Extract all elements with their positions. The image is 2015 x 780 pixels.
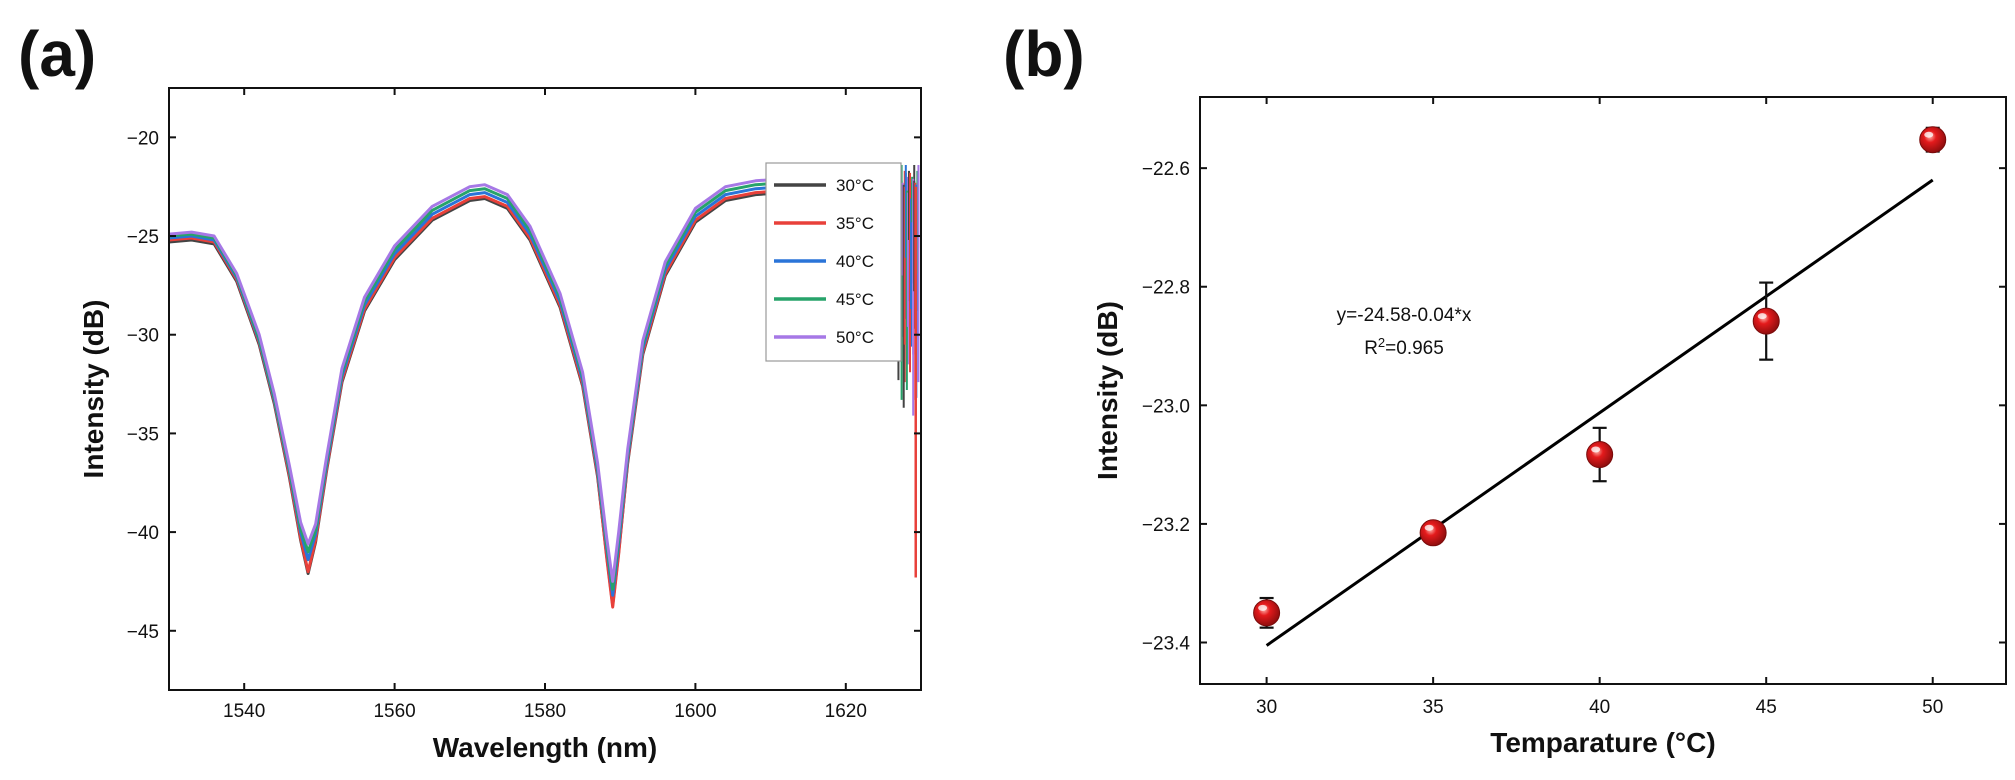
b-ytick-label: −23.4 <box>1142 633 1191 654</box>
data-point-40 <box>1586 426 1614 483</box>
chart-b-equation: y=-24.58-0.04*x <box>1337 305 1472 326</box>
marker-highlight <box>1924 131 1934 138</box>
a-ytick-label: −35 <box>127 424 159 445</box>
data-point-30 <box>1253 596 1281 629</box>
a-xtick-label: 1560 <box>373 701 415 722</box>
marker-highlight <box>1757 313 1767 320</box>
chart-a-ylabel: Intensity (dB) <box>78 300 109 479</box>
chart-a: 1540 1560 1580 1600 1620 −20 −25 −30 −35 −40 −45 W… <box>78 87 922 763</box>
marker <box>1752 307 1780 335</box>
fit-line <box>1265 178 1934 647</box>
series-line-2 <box>169 187 809 609</box>
a-ytick-label: −20 <box>127 128 159 149</box>
chart-b-xlabel: Temparature (°C) <box>1490 727 1715 758</box>
chart-b-frame <box>1199 96 2007 685</box>
b-xtick-label: 30 <box>1256 697 1277 718</box>
r2-prefix: R <box>1364 338 1378 359</box>
a-xtick-label: 1600 <box>674 701 716 722</box>
series-line-4 <box>169 179 809 591</box>
chart-b-ylabel: Intensity (dB) <box>1092 301 1123 480</box>
b-xtick-label: 40 <box>1589 697 1610 718</box>
r2-sup: 2 <box>1378 335 1385 350</box>
panel-a-label: (a) <box>18 18 96 90</box>
series-line-5 <box>169 175 809 583</box>
chart-a-ticks: 1540 1560 1580 1600 1620 −20 −25 −30 −35 −40 −45 <box>127 88 921 722</box>
a-ytick-label: −25 <box>127 227 159 248</box>
data-point-50 <box>1919 126 1947 154</box>
series-line-3 <box>169 183 809 597</box>
b-xtick-label: 50 <box>1922 697 1943 718</box>
marker-highlight <box>1258 604 1268 611</box>
chart-b-points-group <box>1253 126 1947 629</box>
marker-highlight <box>1424 524 1434 531</box>
b-ytick-label: −23.0 <box>1142 396 1190 417</box>
r2-suffix: =0.965 <box>1385 338 1444 359</box>
legend-label: 50°C <box>836 328 874 347</box>
a-ytick-label: −45 <box>127 622 159 643</box>
legend-label: 30°C <box>836 176 874 195</box>
chart-a-series-group <box>169 175 809 609</box>
data-point-45 <box>1752 281 1780 361</box>
marker <box>1253 599 1281 627</box>
chart-b: 30 35 40 45 50 −22.6 −22.8 −23.0 −23.2 −23.4 y=-2… <box>1092 96 2007 758</box>
panel-b-label: (b) <box>1003 18 1085 90</box>
b-ytick-label: −22.8 <box>1142 278 1190 299</box>
a-xtick-label: 1620 <box>825 701 867 722</box>
a-xtick-label: 1580 <box>524 701 566 722</box>
chart-a-xlabel: Wavelength (nm) <box>433 732 658 763</box>
a-xtick-label: 1540 <box>223 701 265 722</box>
a-ytick-label: −30 <box>127 326 159 347</box>
b-xtick-label: 45 <box>1756 697 1777 718</box>
b-ytick-label: −23.2 <box>1142 515 1190 536</box>
b-ytick-label: −22.6 <box>1142 159 1190 180</box>
chart-b-fit-group <box>1265 178 1934 647</box>
marker <box>1586 441 1614 469</box>
chart-b-r-squared: R2=0.965 <box>1364 335 1444 360</box>
marker <box>1919 126 1947 154</box>
marker-highlight <box>1591 446 1601 453</box>
marker <box>1419 519 1447 547</box>
chart-a-legend: 30°C 35°C 40°C 45°C 50°C <box>765 162 902 362</box>
series-line-1 <box>169 189 809 607</box>
legend-label: 45°C <box>836 290 874 309</box>
legend-label: 35°C <box>836 214 874 233</box>
legend-label: 40°C <box>836 252 874 271</box>
b-xtick-label: 35 <box>1423 697 1444 718</box>
data-point-35 <box>1419 519 1447 547</box>
chart-b-ticks: 30 35 40 45 50 −22.6 −22.8 −23.0 −23.2 −23.4 <box>1142 97 2006 718</box>
a-ytick-label: −40 <box>127 523 159 544</box>
